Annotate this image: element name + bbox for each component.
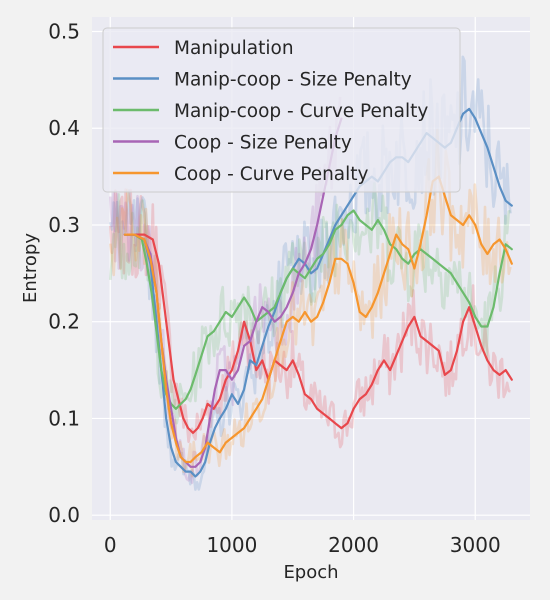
- legend-label-coop-curve-penalty: Coop - Curve Penalty: [174, 164, 369, 185]
- x-tick-label: 0: [104, 533, 117, 557]
- y-axis-label: Entropy: [20, 233, 41, 303]
- series-line-coop-curve-penalty: [123, 175, 513, 464]
- legend-label-manipulation: Manipulation: [174, 38, 294, 59]
- series-line-manipulation: [123, 233, 513, 434]
- legend-label-coop-size-penalty: Coop - Size Penalty: [174, 133, 352, 154]
- raw-trace-manip-coop-curve-penalty: [109, 182, 511, 425]
- y-tick-label: 0.5: [48, 20, 80, 44]
- series-lines: [123, 107, 513, 478]
- y-tick-label: 0.0: [48, 503, 80, 527]
- raw-trace-coop-curve-penalty: [109, 128, 512, 478]
- legend: Manipulation Manip-coop - Size Penalty Man…: [102, 27, 461, 193]
- x-tick-label: 2000: [328, 533, 379, 557]
- x-tick-label: 3000: [450, 533, 501, 557]
- raw-trace-manipulation: [109, 188, 511, 449]
- series-line-manip-coop-curve-penalty: [123, 209, 513, 410]
- x-tick-label: 1000: [206, 533, 257, 557]
- y-tick-label: 0.3: [48, 213, 80, 237]
- legend-frame: [102, 27, 461, 193]
- legend-label-manip-coop-curve-penalty: Manip-coop - Curve Penalty: [174, 101, 428, 122]
- x-axis-label: Epoch: [283, 562, 338, 583]
- y-tick-label: 0.1: [48, 406, 80, 430]
- series-line-coop-size-penalty: [123, 117, 343, 468]
- tick-labels: 0 1000 2000 3000 0.0 0.1 0.2 0.3 0.4 0.5: [48, 20, 501, 557]
- y-tick-label: 0.2: [48, 310, 80, 334]
- y-tick-label: 0.4: [48, 116, 80, 140]
- legend-label-manip-coop-size-penalty: Manip-coop - Size Penalty: [174, 70, 412, 91]
